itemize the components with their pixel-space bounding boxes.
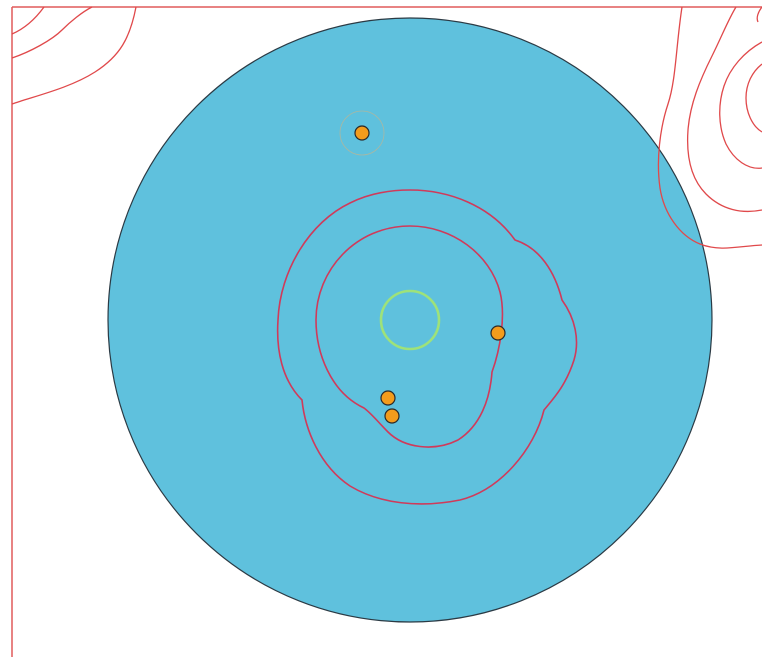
contour-top-left xyxy=(11,6,137,105)
markers xyxy=(339,110,506,424)
contour-center-outer xyxy=(276,189,578,505)
marker-top-dot[interactable] xyxy=(354,125,370,141)
marker-right-dot[interactable] xyxy=(490,325,506,341)
marker-lower-left-a-dot[interactable] xyxy=(380,390,396,406)
contour-top-right xyxy=(657,6,762,249)
coverage-disc xyxy=(107,17,713,623)
marker-top-halo xyxy=(339,110,385,156)
center-ring xyxy=(379,289,441,351)
marker-lower-left-b-dot[interactable] xyxy=(384,408,400,424)
contour-center-inner xyxy=(315,225,504,448)
